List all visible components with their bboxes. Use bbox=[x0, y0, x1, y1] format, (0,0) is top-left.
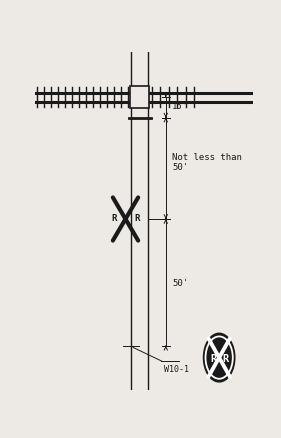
Bar bbox=[130, 87, 149, 109]
Text: R: R bbox=[134, 214, 140, 223]
Text: R: R bbox=[111, 214, 117, 223]
Text: Not less than
50': Not less than 50' bbox=[172, 152, 242, 172]
Text: R: R bbox=[222, 353, 228, 363]
Text: 15': 15' bbox=[172, 102, 189, 111]
Circle shape bbox=[203, 333, 235, 382]
Text: W10-1: W10-1 bbox=[164, 364, 189, 374]
Text: 50': 50' bbox=[172, 278, 189, 287]
Text: R: R bbox=[210, 353, 216, 363]
